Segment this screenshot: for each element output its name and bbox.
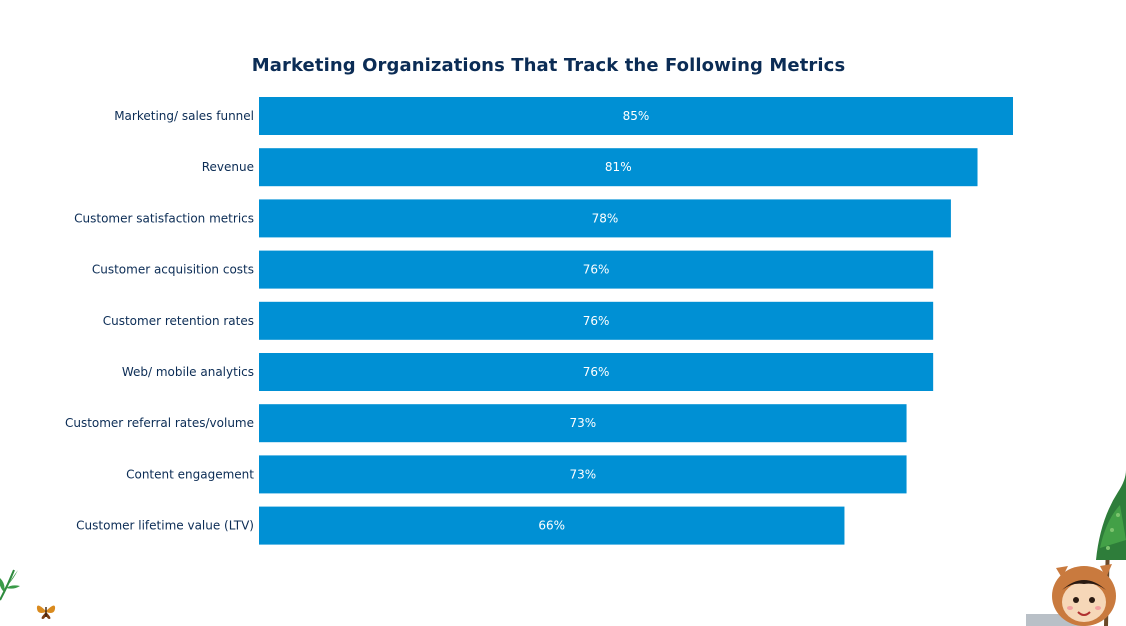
category-label: Customer lifetime value (LTV) bbox=[76, 519, 254, 533]
bar bbox=[259, 148, 978, 187]
category-label: Customer referral rates/volume bbox=[65, 416, 254, 430]
category-label: Customer retention rates bbox=[103, 314, 254, 328]
category-label: Customer satisfaction metrics bbox=[74, 211, 254, 225]
value-label: 81% bbox=[605, 160, 632, 174]
bar bbox=[259, 455, 907, 494]
category-label: Revenue bbox=[202, 160, 254, 174]
bar bbox=[259, 250, 934, 289]
category-label: Web/ mobile analytics bbox=[122, 365, 254, 379]
value-label: 66% bbox=[538, 519, 565, 533]
value-label: 76% bbox=[583, 365, 610, 379]
category-label: Customer acquisition costs bbox=[92, 263, 254, 277]
bars-group: Marketing/ sales funnel 85% Revenue 81% Cust… bbox=[65, 97, 1013, 545]
bar bbox=[259, 404, 907, 443]
bar bbox=[259, 506, 845, 545]
bar bbox=[259, 199, 951, 238]
value-label: 76% bbox=[583, 314, 610, 328]
value-label: 73% bbox=[569, 467, 596, 481]
bar bbox=[259, 97, 1013, 135]
category-label: Marketing/ sales funnel bbox=[114, 109, 254, 123]
category-label: Content engagement bbox=[126, 467, 254, 481]
bar bbox=[259, 301, 934, 340]
value-label: 73% bbox=[569, 416, 596, 430]
value-label: 78% bbox=[592, 211, 619, 225]
value-label: 76% bbox=[583, 263, 610, 277]
chart-title: Marketing Organizations That Track the F… bbox=[251, 55, 846, 76]
value-label: 85% bbox=[623, 109, 650, 123]
bar bbox=[259, 353, 934, 391]
